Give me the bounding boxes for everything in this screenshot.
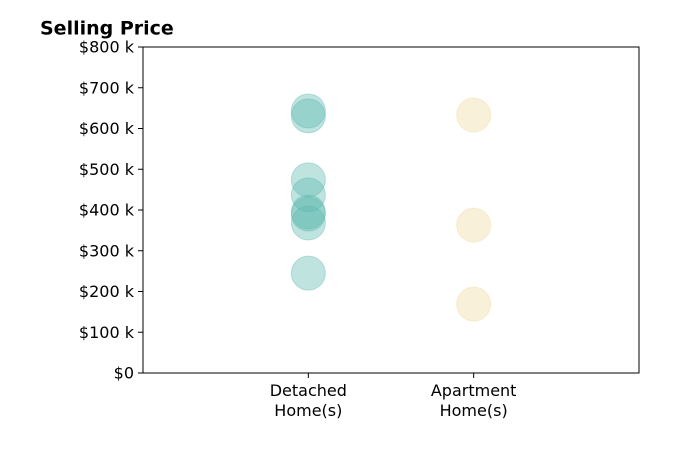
y-tick-label: $700 k: [79, 78, 135, 97]
chart-title: Selling Price: [40, 18, 174, 40]
point: [290, 98, 326, 134]
point: [290, 205, 326, 241]
y-tick-label: $400 k: [79, 201, 135, 220]
point: [290, 177, 326, 213]
point: [456, 286, 492, 322]
y-tick-label: $600 k: [79, 119, 135, 138]
point: [456, 97, 492, 133]
y-tick-label: $300 k: [79, 241, 135, 260]
point: [456, 207, 492, 243]
y-tick-label: $100 k: [79, 323, 135, 342]
y-tick-label: $200 k: [79, 282, 135, 301]
point: [290, 255, 326, 291]
point: [290, 196, 326, 232]
point: [290, 93, 326, 129]
x-tick-label: Detached Home(s): [269, 381, 347, 420]
y-tick-label: $800 k: [79, 38, 135, 57]
y-tick-label: $500 k: [79, 160, 135, 179]
y-tick-label: $0: [114, 364, 134, 383]
x-tick-label: Apartment Home(s): [430, 381, 517, 420]
point: [290, 194, 326, 230]
plot-frame: [142, 46, 640, 374]
point: [290, 162, 326, 198]
